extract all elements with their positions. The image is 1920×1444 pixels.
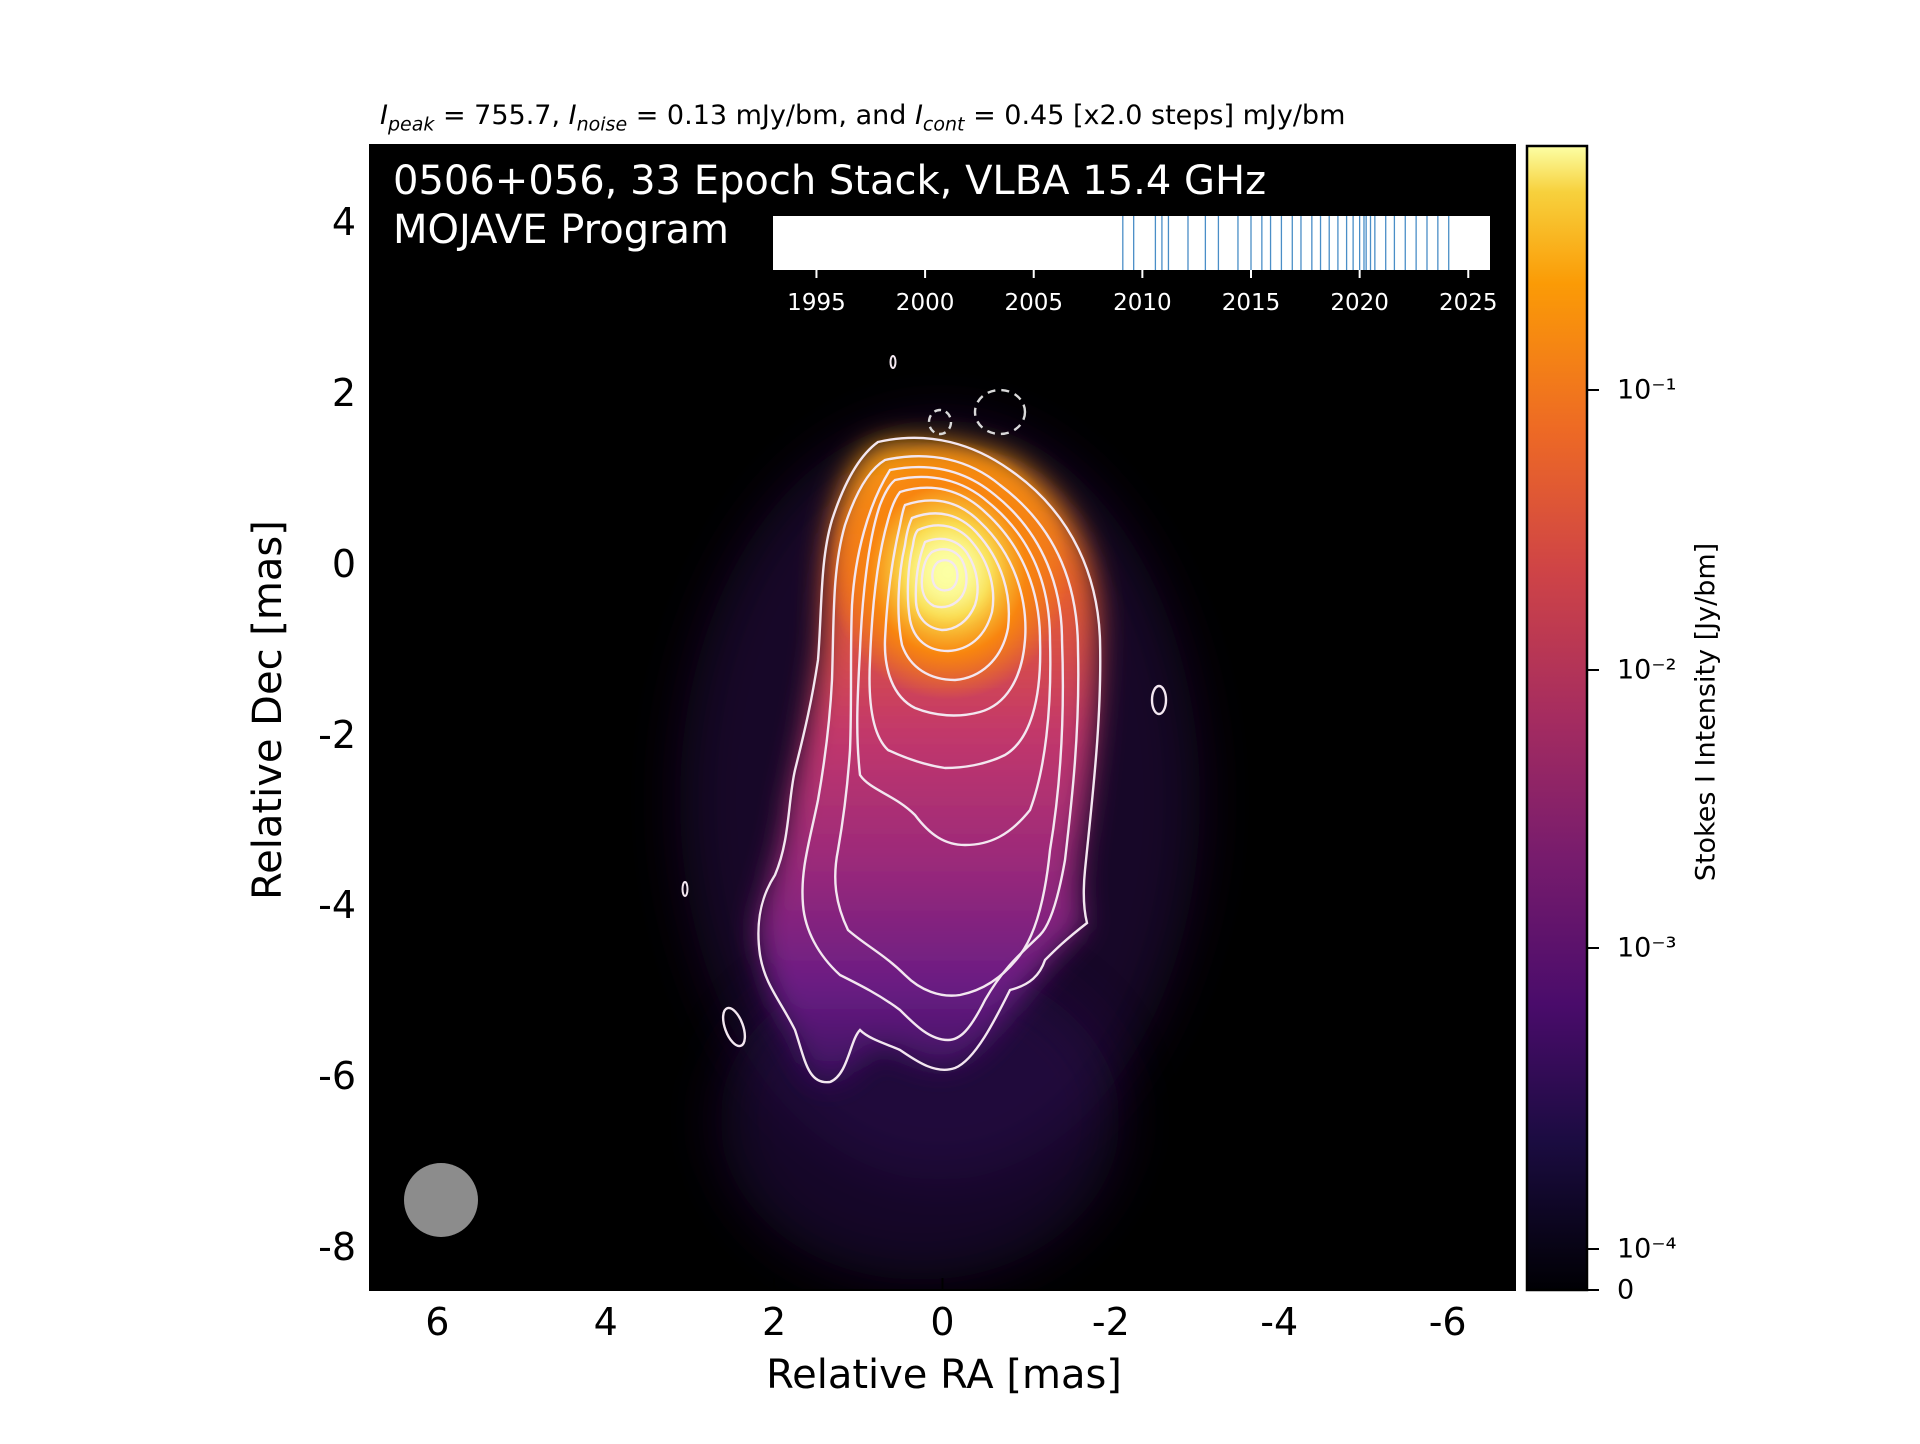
y-tick-label: -6: [318, 1054, 356, 1099]
timeline-epochs: [1122, 216, 1450, 270]
contour-level-9: [914, 537, 979, 632]
y-tick-label: 2: [331, 370, 356, 415]
y-tick-label: -2: [318, 712, 356, 757]
contour-level-11: [931, 559, 959, 592]
beam-ellipse: [404, 1163, 478, 1237]
contour-level-2: [801, 454, 1080, 1042]
timeline-tick-label: 2025: [1438, 290, 1498, 316]
colorbar-label: Stokes I Intensity [Jy/bm]: [1690, 542, 1722, 882]
contour-level-10: [920, 548, 968, 609]
plot-title: 0506+056, 33 Epoch Stack, VLBA 15.4 GHz: [393, 158, 1267, 204]
x-axis-label: Relative RA [mas]: [766, 1352, 1122, 1398]
x-tick-label: -4: [1260, 1300, 1299, 1344]
plot-subtitle: MOJAVE Program: [393, 207, 730, 253]
timeline-tick-label: 2000: [895, 290, 955, 316]
isolated-contour: [681, 881, 689, 897]
contour-level-1: [757, 436, 1102, 1084]
contour-level-4: [856, 475, 1052, 847]
negative-contour: [973, 388, 1027, 436]
x-tick-label: 6: [425, 1300, 450, 1344]
isolated-contour: [1150, 684, 1168, 716]
colorbar-tick-label: 10⁻³: [1617, 932, 1677, 964]
contour-level-6: [883, 499, 1027, 717]
colorbar-tick-label: 10⁻²: [1617, 654, 1677, 686]
caption-stats: Ipeak = 755.7, Inoise = 0.13 mJy/bm, and…: [380, 100, 1346, 136]
timeline-inset: [773, 216, 1490, 270]
y-tick-label: 0: [331, 541, 356, 586]
timeline-tick-label: 1995: [787, 290, 846, 316]
isolated-contour: [721, 1006, 747, 1048]
timeline-tick-label: 2015: [1221, 290, 1281, 316]
contour-level-5: [868, 486, 1042, 770]
y-tick-label: -8: [318, 1225, 356, 1270]
timeline-tick-label: 2010: [1113, 290, 1172, 316]
timeline-ticks: [815, 270, 1470, 278]
negative-contour: [927, 408, 953, 436]
colorbar-tick-label: 10⁻⁴: [1617, 1233, 1677, 1265]
x-tick-label: -6: [1428, 1300, 1467, 1344]
x-tick-label: 4: [593, 1300, 618, 1344]
timeline-tick-label: 2020: [1330, 290, 1389, 316]
isolated-contour: [889, 355, 897, 369]
caption-part-2: = 0.13 mJy/bm, and: [627, 100, 915, 131]
y-ticks: [370, 220, 382, 1249]
contours: [681, 355, 1168, 1084]
x-tick-label: -2: [1091, 1300, 1130, 1344]
caption-part-1: = 755.7,: [434, 100, 569, 131]
y-tick-label: 4: [331, 199, 356, 244]
colorbar-ticks: [1587, 389, 1599, 1291]
x-tick-label: 2: [762, 1300, 787, 1344]
x-ticks: [436, 1278, 1449, 1290]
colorbar-tick-label: 0: [1617, 1274, 1635, 1306]
contour-level-7: [897, 512, 1010, 682]
contour-level-8: [906, 524, 995, 653]
caption-part-3: = 0.45 [x2.0 steps] mJy/bm: [964, 100, 1346, 131]
y-axis-label: Relative Dec [mas]: [245, 520, 291, 900]
contour-level-3: [834, 465, 1065, 997]
y-tick-label: -4: [318, 883, 356, 928]
x-tick-label: 0: [930, 1300, 955, 1344]
colorbar: [1525, 144, 1589, 1292]
timeline-tick-label: 2005: [1004, 290, 1063, 316]
colorbar-tick-label: 10⁻¹: [1617, 374, 1677, 406]
emission-map: [680, 420, 1200, 1280]
